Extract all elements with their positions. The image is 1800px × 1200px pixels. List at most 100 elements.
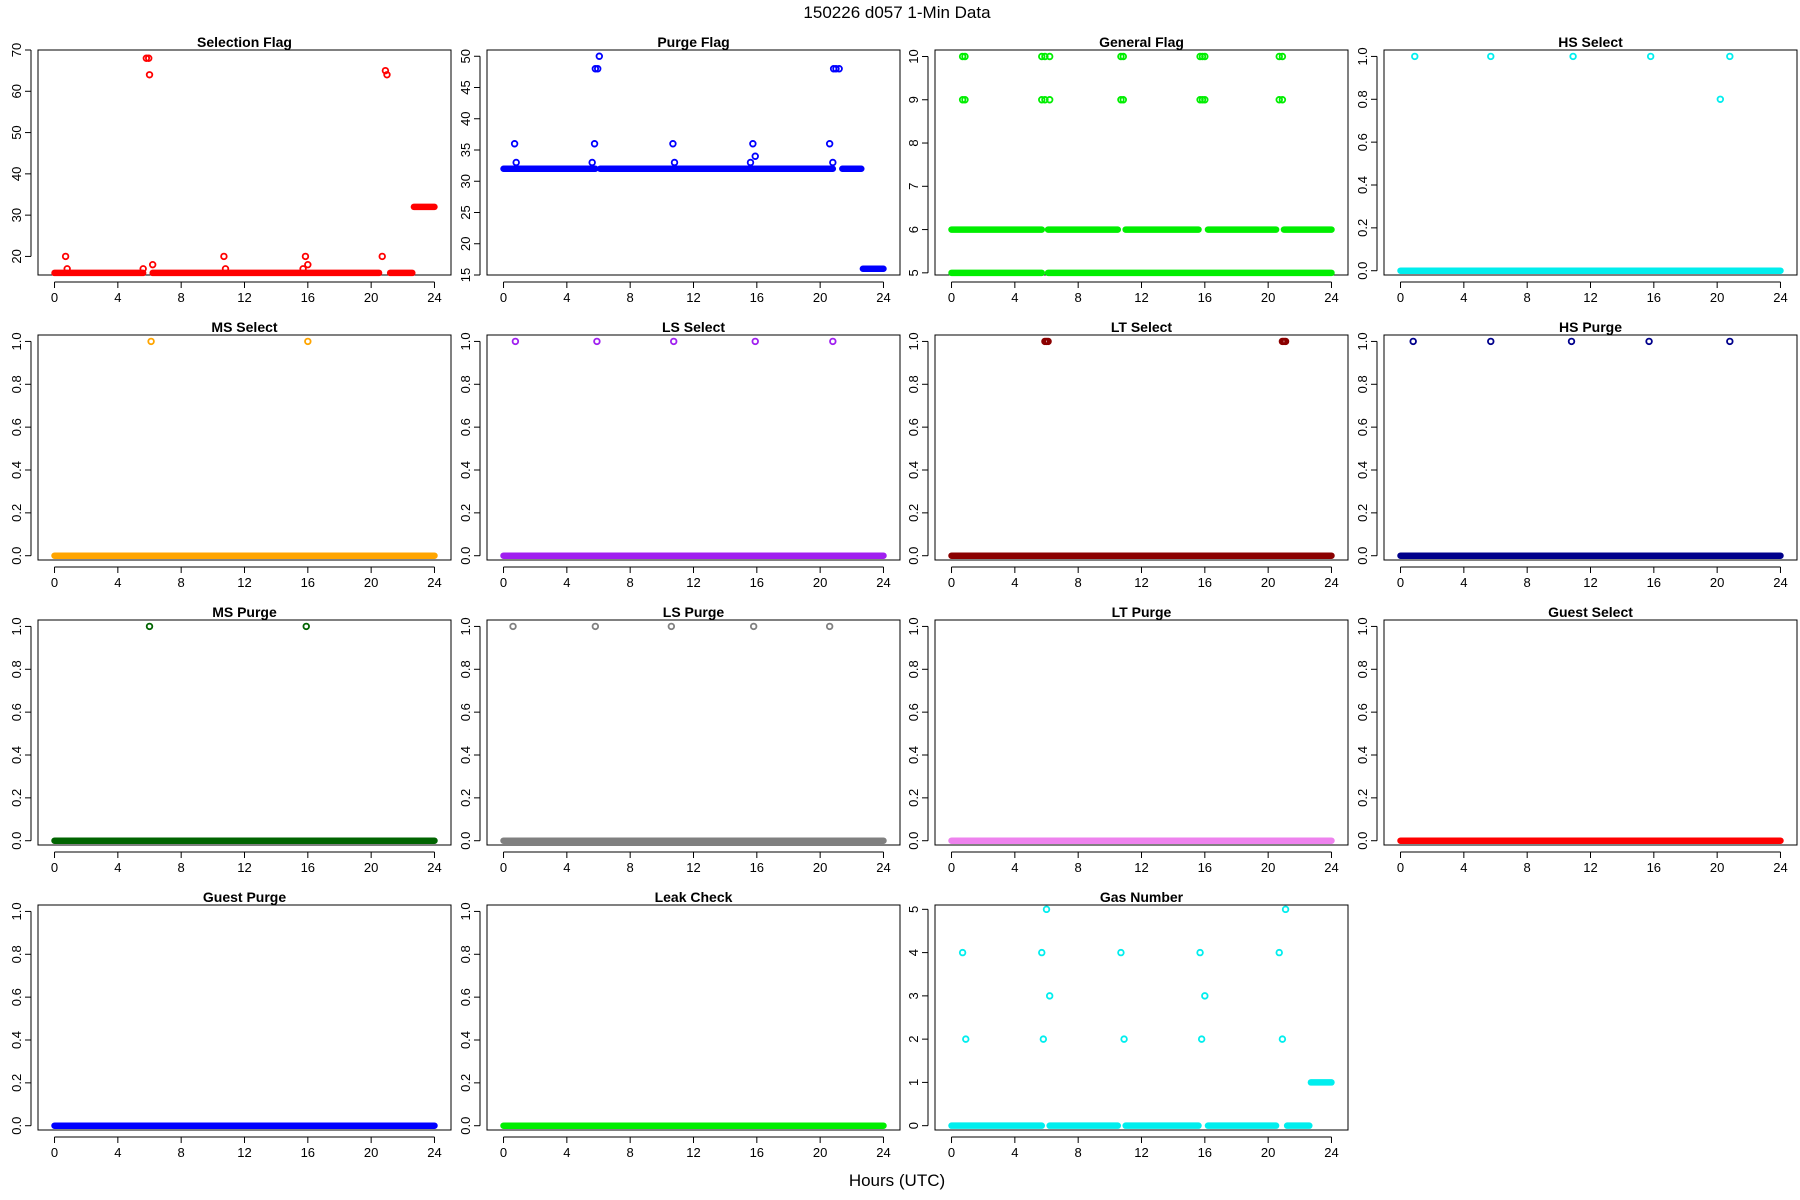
y-tick-label: 0.0 [9, 1117, 24, 1135]
x-tick-label: 8 [627, 575, 634, 590]
panel-title: Guest Purge [203, 889, 286, 905]
x-tick-label: 0 [1397, 575, 1404, 590]
data-point [746, 158, 755, 167]
data-point [1201, 992, 1209, 1000]
y-tick-label: 0.6 [906, 418, 921, 436]
x-tick-label: 4 [114, 1145, 121, 1160]
data-point [304, 337, 312, 346]
data-point [1201, 52, 1209, 61]
data-point [669, 140, 677, 148]
y-tick-label: 0.0 [458, 1117, 473, 1135]
data-point [145, 54, 153, 62]
x-tick-label: 12 [1583, 860, 1597, 875]
x-tick-label: 24 [1324, 290, 1338, 305]
y-tick-label: 0.2 [1355, 789, 1370, 807]
y-tick-label: 0.6 [458, 418, 473, 436]
x-tick-label: 4 [563, 1145, 570, 1160]
x-tick-label: 24 [427, 290, 441, 305]
x-tick-label: 20 [813, 860, 827, 875]
y-tick-label: 30 [458, 174, 473, 188]
data-point [1045, 96, 1054, 104]
data-point [63, 265, 71, 273]
panel-title: General Flag [1099, 34, 1184, 50]
x-tick-label: 4 [114, 860, 121, 875]
y-tick-label: 0.8 [458, 945, 473, 963]
data-point [1119, 96, 1127, 104]
y-tick-label: 0.2 [9, 504, 24, 522]
x-tick-label: 8 [627, 290, 634, 305]
y-tick-label: 0.4 [458, 746, 473, 764]
y-tick-label: 0.0 [1355, 262, 1370, 280]
data-point [1278, 96, 1287, 104]
y-tick-label: 0 [906, 1122, 921, 1129]
panel-title: Leak Check [655, 889, 733, 905]
x-tick-label: 4 [1460, 860, 1467, 875]
x-tick-label: 20 [813, 575, 827, 590]
x-tick-label: 20 [1261, 860, 1275, 875]
x-tick-label: 16 [1198, 575, 1212, 590]
data-point [304, 260, 312, 269]
plot-frame [486, 49, 901, 276]
panel-hs-purge: HS Purge 0 4 8 12 16 20 24 0.0 0.2 0.4 0.6 0.8 1.0 [1355, 319, 1798, 590]
x-tick-label: 20 [813, 290, 827, 305]
data-point [1201, 96, 1209, 104]
x-tick-label: 20 [813, 1145, 827, 1160]
x-tick-label: 20 [1710, 575, 1724, 590]
data-point [1281, 905, 1290, 914]
y-tick-label: 30 [9, 208, 24, 222]
x-tick-label: 20 [1710, 290, 1724, 305]
x-tick-label: 8 [178, 1145, 185, 1160]
x-tick-label: 4 [1011, 860, 1018, 875]
y-tick-label: 0.2 [1355, 219, 1370, 237]
y-tick-label: 2 [906, 1036, 921, 1043]
y-tick-label: 0.4 [9, 461, 24, 479]
y-tick-label: 50 [9, 125, 24, 139]
x-tick-label: 24 [876, 575, 890, 590]
data-point [1487, 337, 1495, 346]
panel-hs-select: HS Select 0 4 8 12 16 20 24 0.0 0.2 0.4 0.6 0.8 1.0 [1355, 34, 1798, 305]
data-point [1120, 1035, 1128, 1043]
y-tick-label: 0.8 [906, 375, 921, 393]
y-tick-label: 1.0 [9, 332, 24, 350]
y-tick-label: 40 [458, 112, 473, 126]
y-tick-label: 0.8 [1355, 90, 1370, 108]
y-tick-label: 20 [9, 249, 24, 263]
y-tick-label: 20 [458, 237, 473, 251]
data-point [670, 337, 678, 346]
x-axis-label: Hours (UTC) [849, 1171, 945, 1190]
data-point [145, 622, 154, 631]
plot-frame [1383, 619, 1798, 846]
data-point [148, 260, 157, 269]
panel-ms-select: MS Select 0 4 8 12 16 20 24 0.0 0.2 0.4 0.6 0.8 1.0 [9, 319, 452, 590]
data-point [147, 337, 155, 346]
y-tick-label: 45 [458, 80, 473, 94]
x-tick-label: 0 [51, 1145, 58, 1160]
data-point [1275, 96, 1283, 104]
panel-title: MS Purge [212, 604, 277, 620]
x-tick-label: 16 [1198, 860, 1212, 875]
x-tick-label: 24 [1773, 290, 1787, 305]
panel-guest-purge: Guest Purge 0 4 8 12 16 20 24 0.0 0.2 0.4 0.6 0.8 1.0 [9, 889, 452, 1160]
x-tick-label: 12 [1583, 575, 1597, 590]
x-tick-label: 0 [500, 290, 507, 305]
x-tick-label: 24 [1773, 575, 1787, 590]
data-point [221, 265, 230, 273]
data-point [61, 252, 70, 261]
x-tick-label: 12 [237, 1145, 251, 1160]
x-tick-label: 4 [563, 860, 570, 875]
x-tick-label: 0 [51, 860, 58, 875]
x-tick-label: 24 [876, 1145, 890, 1160]
x-tick-label: 12 [237, 860, 251, 875]
x-tick-label: 16 [750, 1145, 764, 1160]
data-point [509, 622, 517, 631]
plot-frame [1383, 334, 1798, 561]
data-point [1646, 52, 1655, 61]
panel-guest-select: Guest Select 0 4 8 12 16 20 24 0.0 0.2 0.4 0.6 0.8 1.… [1355, 604, 1798, 875]
y-tick-label: 7 [906, 183, 921, 190]
y-tick-label: 0.6 [906, 703, 921, 721]
data-point [595, 52, 604, 60]
data-point [749, 140, 757, 148]
data-point [829, 337, 837, 346]
x-tick-label: 8 [1075, 1145, 1082, 1160]
plot-frame [37, 904, 452, 1131]
